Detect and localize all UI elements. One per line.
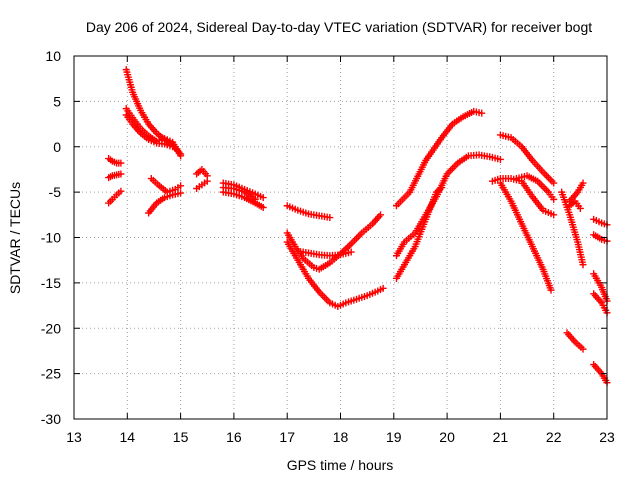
- chart-title: Day 206 of 2024, Sidereal Day-to-day VTE…: [86, 19, 592, 35]
- x-tick-label: 16: [226, 429, 242, 445]
- series-arc-h4: [512, 172, 558, 203]
- data-point: [326, 214, 334, 222]
- data-point: [576, 204, 584, 212]
- x-tick-label: 22: [546, 429, 562, 445]
- data-point: [579, 179, 587, 187]
- data-point: [579, 261, 587, 269]
- data-point: [376, 211, 384, 219]
- data-point: [117, 159, 125, 167]
- x-tick-label: 20: [439, 429, 455, 445]
- x-tick-label: 18: [333, 429, 349, 445]
- data-point: [496, 155, 504, 163]
- data-point: [379, 284, 387, 292]
- y-tick-label: -5: [49, 184, 62, 200]
- x-tick-label: 14: [120, 429, 136, 445]
- data-point: [547, 286, 555, 294]
- y-tick-label: -15: [41, 275, 61, 291]
- series-arc-i4: [563, 329, 587, 353]
- data-point: [259, 204, 267, 212]
- data-point: [550, 211, 558, 219]
- x-tick-label: 13: [66, 429, 82, 445]
- data-point: [117, 170, 125, 178]
- series-arc-h2: [488, 175, 558, 219]
- series-arc-g2: [392, 151, 504, 260]
- series-arc-c2: [145, 189, 185, 217]
- series-arc-e3: [219, 184, 259, 203]
- x-tick-label: 19: [386, 429, 402, 445]
- data-point: [177, 152, 185, 160]
- series-arc-a3: [105, 187, 125, 207]
- axis-ticks: 13 14 15 16 17 18 19 20 21 22 23 10 5 0 -5 -10 -15 -20 -25…: [41, 48, 615, 445]
- series-arc-f3: [294, 247, 355, 260]
- series-arc-i3: [566, 197, 584, 212]
- series-arc-f1: [283, 202, 334, 222]
- x-axis-label: GPS time / hours: [287, 457, 394, 473]
- data-point: [550, 179, 558, 187]
- data-point: [177, 189, 185, 197]
- data-point: [203, 177, 211, 185]
- series-arc-g1: [392, 107, 486, 210]
- y-tick-label: 5: [53, 93, 61, 109]
- x-tick-label: 17: [279, 429, 295, 445]
- series-arc-h3: [496, 179, 555, 294]
- series-arc-c1: [147, 175, 185, 196]
- y-tick-label: -30: [41, 411, 61, 427]
- series-arc-h1: [496, 131, 558, 187]
- x-tick-label: 15: [173, 429, 189, 445]
- data-point: [251, 195, 259, 203]
- y-tick-label: 10: [45, 48, 61, 64]
- data-point: [347, 248, 355, 256]
- series-arc-a2: [105, 170, 125, 182]
- data-point: [259, 194, 267, 202]
- series-arc-d2: [193, 177, 211, 192]
- x-tick-label: 21: [493, 429, 509, 445]
- data-point: [438, 184, 446, 192]
- data-point: [117, 187, 125, 195]
- data-point: [177, 182, 185, 190]
- series-arc-d1: [193, 165, 211, 180]
- series-arc-b3: [122, 111, 177, 151]
- data-point: [550, 195, 558, 203]
- x-tick-label: 23: [599, 429, 615, 445]
- y-tick-label: -20: [41, 320, 61, 336]
- series-arc-g3: [392, 184, 446, 282]
- data-point: [579, 345, 587, 353]
- series-arc-i2: [558, 188, 587, 269]
- data-point: [478, 109, 486, 117]
- data-layer: [105, 66, 611, 387]
- data-point: [169, 143, 177, 151]
- y-axis-label: SDTVAR / TECUs: [7, 182, 23, 294]
- y-tick-label: -25: [41, 366, 61, 382]
- y-tick-label: -10: [41, 230, 61, 246]
- series-arc-f4: [283, 238, 387, 310]
- y-tick-label: 0: [53, 139, 61, 155]
- series-arc-j2: [590, 231, 611, 245]
- series-arc-a1: [105, 155, 125, 167]
